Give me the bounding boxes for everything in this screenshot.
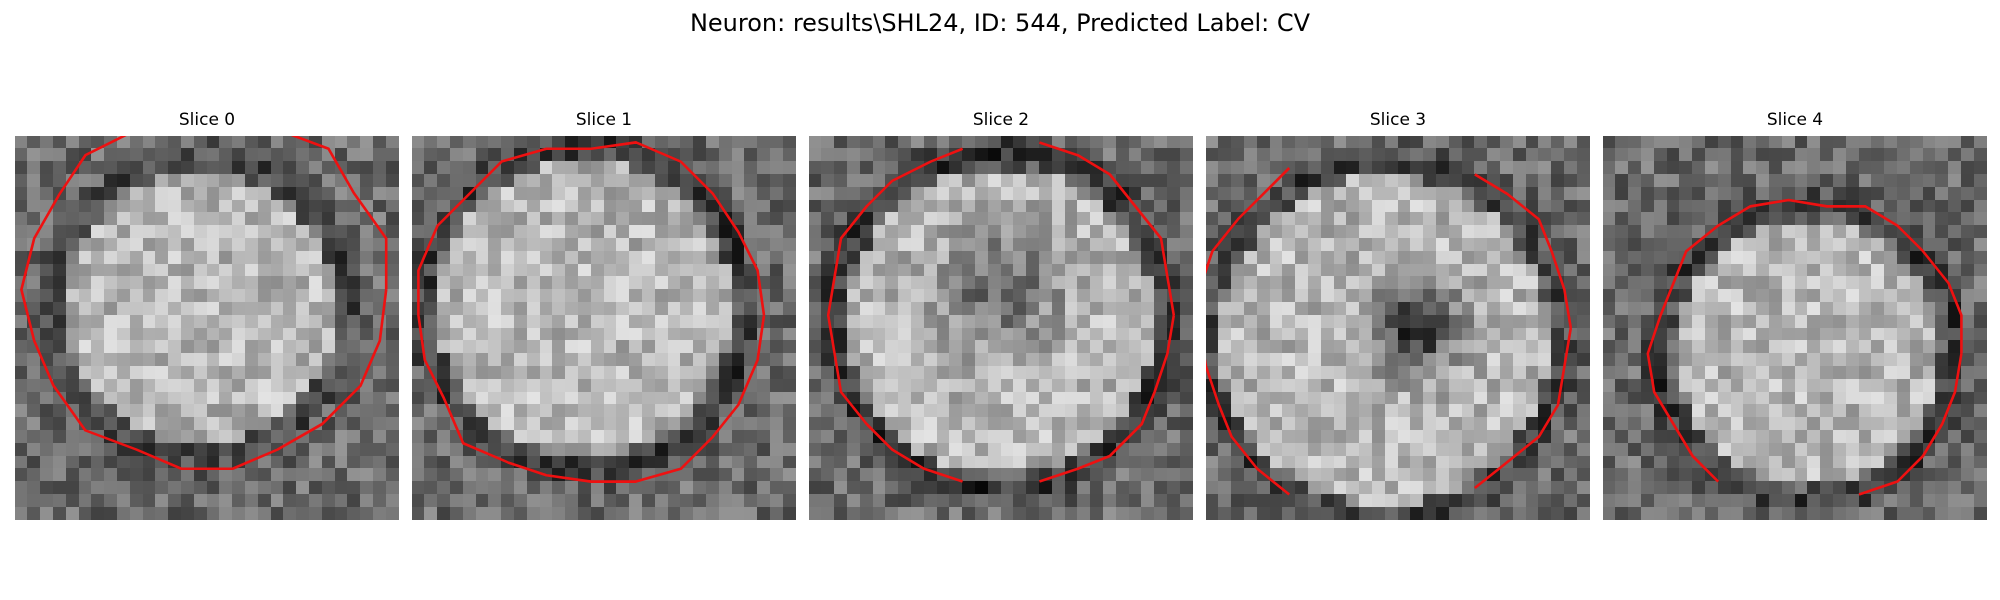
slice-panel-3: Slice 3 (1206, 108, 1590, 520)
slice-image-0 (15, 136, 399, 520)
slice-title-2: Slice 2 (809, 108, 1193, 132)
slice-image-1 (412, 136, 796, 520)
slice-image-2 (809, 136, 1193, 520)
slice-panel-0: Slice 0 (15, 108, 399, 520)
slice-title-0: Slice 0 (15, 108, 399, 132)
figure-title: Neuron: results\SHL24, ID: 544, Predicte… (0, 8, 2000, 38)
slice-title-1: Slice 1 (412, 108, 796, 132)
slice-panel-2: Slice 2 (809, 108, 1193, 520)
slice-image-3 (1206, 136, 1590, 520)
slice-panel-4: Slice 4 (1603, 108, 1987, 520)
slice-image-4 (1603, 136, 1987, 520)
slice-title-3: Slice 3 (1206, 108, 1590, 132)
slice-panel-1: Slice 1 (412, 108, 796, 520)
slice-title-4: Slice 4 (1603, 108, 1987, 132)
